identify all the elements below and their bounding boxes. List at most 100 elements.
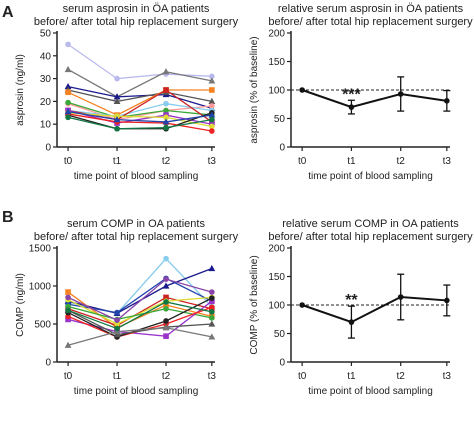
chart-a-left-series-6-point	[65, 99, 71, 106]
chart-a-left-subtitle: before/ after total hip replacement surg…	[34, 16, 239, 28]
chart-a-left-series-0-point	[114, 75, 120, 82]
chart-a-left-series-13-point	[113, 116, 121, 123]
chart-a-left-series-12-point	[209, 128, 215, 134]
chart-b-left-series-1-point	[162, 282, 170, 289]
chart-a-left-series-13-line	[67, 111, 212, 123]
chart-a-right-significance-annotation: ***	[342, 86, 361, 103]
chart-a-left-y-tick-label: 50	[40, 29, 52, 40]
chart-b-left-y-tick-label: 1500	[29, 244, 52, 255]
chart-a-left-series-10-point	[163, 114, 169, 121]
chart-a-right-title: relative serum asprosin in ÖA patients	[278, 3, 464, 15]
chart-a-left-series-3-point	[208, 97, 216, 104]
chart-b-left-series-1-point	[208, 264, 216, 272]
chart-a-left-y-tick-label: 40	[40, 51, 52, 62]
chart-b-left-series-9-line	[67, 297, 213, 338]
chart-b-left-x-tick-label: t0	[64, 371, 73, 382]
chart-a-left-series-5-point	[209, 103, 215, 109]
chart-b-left-series-5-line	[67, 296, 212, 325]
chart-b-left-subtitle: before/ after total hip replacement surg…	[34, 231, 239, 243]
chart-b-right-y-tick-label: 150	[268, 272, 285, 283]
chart-a-left-series-14-point	[209, 116, 215, 123]
chart-a-left-series-10-line	[68, 112, 212, 128]
chart-a-left-series-7-point	[163, 100, 169, 107]
chart-b-left-y-axis-label: COMP (ng/ml)	[15, 273, 26, 337]
chart-b-right-title: relative serum COMP in OA patients	[282, 218, 459, 230]
chart-b-left-x-tick-label: t3	[208, 371, 217, 382]
chart-a-left-series-4-line	[67, 89, 212, 116]
chart-a-right-series-0-line	[301, 89, 447, 109]
chart-b-left-series-12-line	[67, 278, 213, 321]
chart-b-left-series-11-point	[208, 333, 216, 340]
chart-a-right-y-axis-label: asprosin (% of baseline)	[249, 36, 260, 143]
chart-b-left-x-tick-label: t1	[113, 371, 122, 382]
chart-b-left-series-12-point	[65, 294, 71, 301]
chart-a-right-y-tick-label: 200	[268, 29, 285, 40]
chart-a-left-x-tick-label: t1	[113, 156, 122, 167]
chart-b-right-significance-annotation: **	[345, 292, 358, 309]
chart-a-left-x-tick-label: t0	[64, 156, 73, 167]
chart-a-right-series-0-point	[397, 91, 404, 97]
chart-b-right-x-axis-label: time point of blood sampling	[308, 386, 433, 397]
chart-a-left-y-tick-label: 20	[40, 97, 52, 108]
chart-b-right-series-0-point	[348, 319, 355, 325]
chart-b-left-series-7-point	[65, 316, 71, 323]
chart-b-left-series-4-line	[67, 296, 212, 327]
chart-b-left-title: serum COMP in OA patients	[67, 218, 205, 230]
chart-a-left-series-14-point	[114, 125, 120, 132]
chart-a-left-series-4-point	[65, 89, 71, 96]
chart-b-left-series-9-point	[163, 318, 169, 324]
chart-a-left-x-tick-label: t3	[208, 156, 217, 167]
chart-b-left-series-13-point	[65, 307, 71, 314]
chart-a-left-y-tick-label: 10	[40, 120, 52, 131]
chart-b-left-series-6-line	[67, 305, 212, 321]
chart-a-left-series-4-point	[209, 87, 215, 93]
chart-b-right-y-tick-label: 100	[268, 301, 285, 312]
chart-b-left-series-4-point	[163, 294, 169, 301]
chart-a-left-series-9-line	[67, 109, 212, 125]
chart-a-left-series-0-line	[67, 43, 212, 80]
chart-a-left-y-tick-label: 0	[45, 143, 51, 154]
chart-a-left-series-1-line	[67, 68, 212, 98]
chart-a-left-title: serum asprosin in ÖA patients	[63, 3, 210, 15]
chart-b-left-y-tick-label: 0	[45, 358, 51, 369]
chart-a-left-series-13-point	[208, 111, 216, 118]
chart-b-right-y-axis-label: COMP (% of baseline)	[249, 255, 260, 354]
chart-a-left-series-2-point	[64, 82, 72, 90]
chart-a-right-x-tick-label: t2	[397, 156, 406, 167]
chart-b-left-series-13-point	[209, 309, 215, 315]
chart-b-left-series-10-line	[67, 309, 212, 336]
chart-b-left-series-6-point	[163, 306, 169, 312]
chart-b-left-series-7-line	[67, 300, 213, 337]
chart-b-right-y-tick-label: 200	[268, 244, 285, 255]
chart-b-left-series-10-point	[208, 320, 216, 327]
chart-b-right-series-0-line	[301, 296, 447, 324]
chart-a-right-series-0-point	[299, 87, 305, 93]
chart-b-left-series-11-point	[64, 341, 72, 348]
chart-a-right-series-0-point	[348, 104, 355, 110]
chart-a-left-series-6-point	[163, 107, 169, 114]
chart-a-left-series-10-point	[209, 123, 215, 130]
chart-b-right-x-tick-label: t2	[397, 371, 406, 382]
chart-a-left-series-14-point	[163, 124, 169, 131]
chart-b-left-series-3-point	[163, 302, 169, 308]
chart-a-right-y-tick-label: 0	[279, 143, 285, 154]
chart-a-left-series-14-line	[67, 116, 212, 130]
chart-b-left-y-tick-label: 1000	[29, 282, 52, 293]
chart-b-right-x-tick-label: t3	[443, 371, 452, 382]
chart-b-left-x-tick-label: t2	[162, 371, 171, 382]
chart-a-left-series-12-line	[67, 113, 212, 132]
chart-a-left-series-3-line	[67, 89, 212, 103]
chart-b-left-series-2-point	[114, 309, 120, 316]
chart-b-left-series-11-point	[162, 324, 170, 331]
chart-b-right-y-tick-label: 0	[279, 358, 285, 369]
chart-a-right-y-tick-label: 100	[268, 86, 285, 97]
chart-a-left-series-7-line	[67, 103, 212, 117]
chart-a-left-series-1-point	[162, 68, 170, 75]
chart-b-left-x-axis-label: time point of blood sampling	[74, 386, 199, 397]
chart-a-right-x-tick-label: t1	[347, 156, 356, 167]
chart-a-left-y-axis-label: asprosin (ng/ml)	[15, 54, 26, 126]
chart-b-left-y-tick-label: 500	[34, 320, 51, 331]
chart-b-right-series-0-point	[444, 297, 450, 304]
chart-b-left-series-12-point	[163, 276, 169, 282]
chart-a-left-series-0-point	[65, 41, 71, 48]
